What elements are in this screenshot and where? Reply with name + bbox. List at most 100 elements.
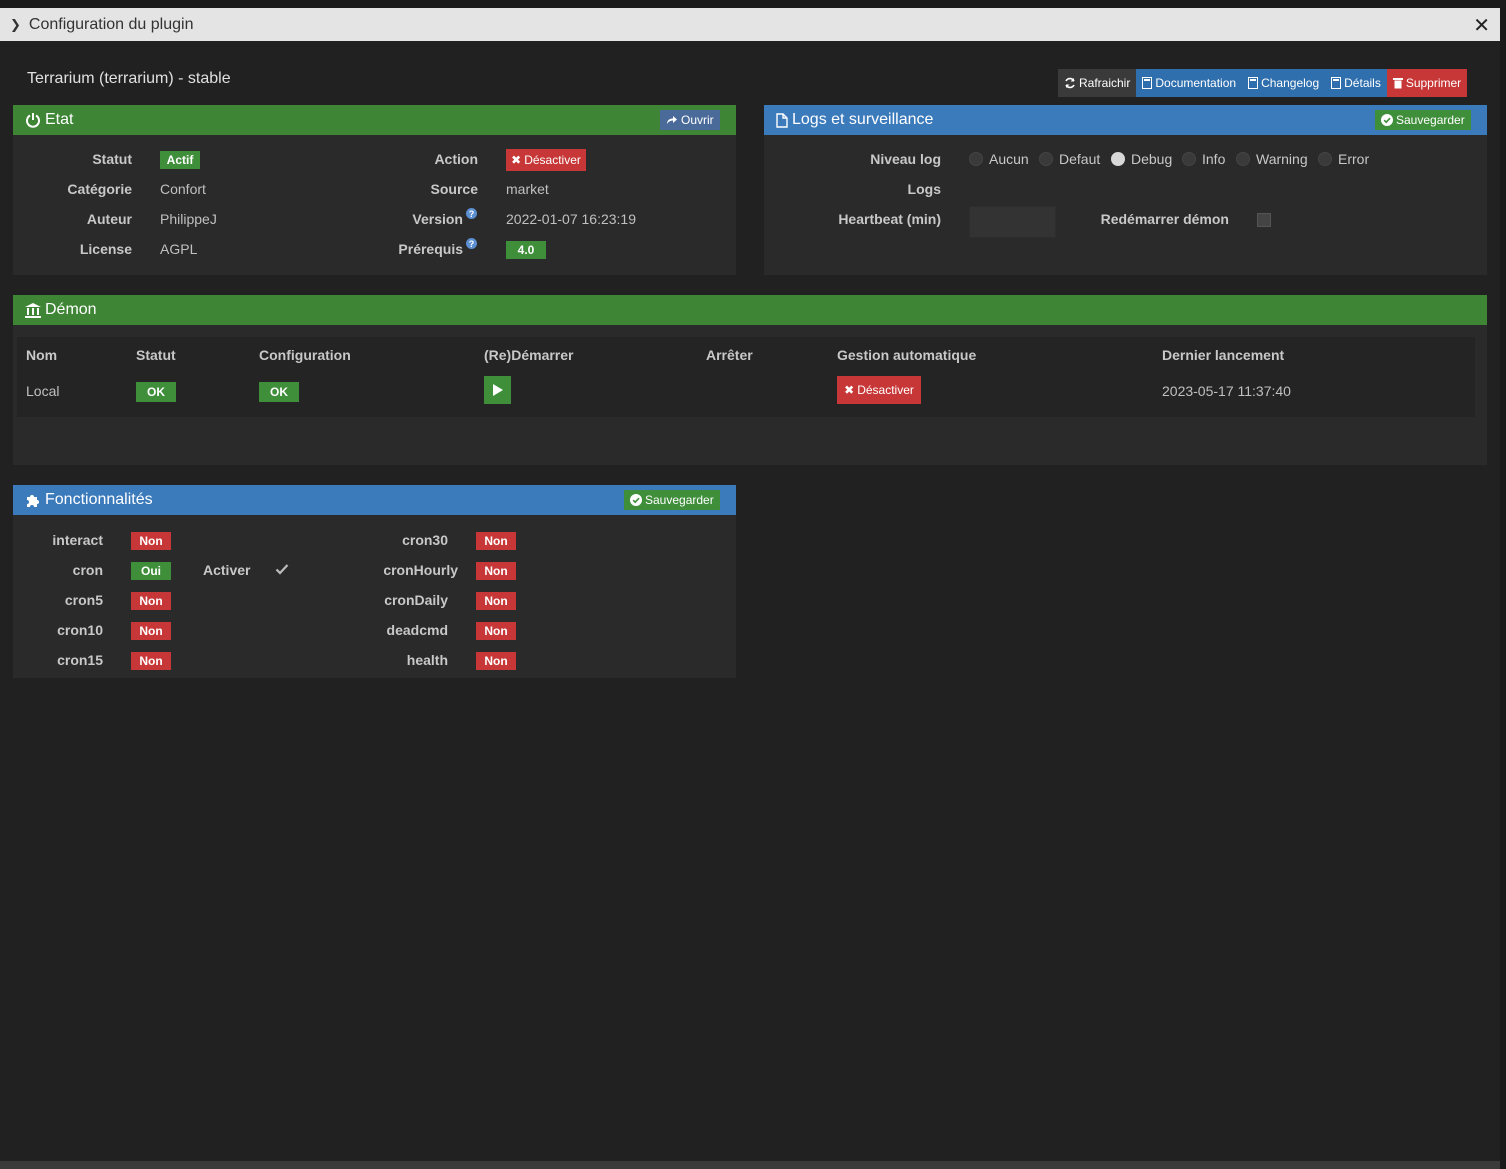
feature-name: deadcmd [386,622,448,638]
refresh-button[interactable]: Rafraichir [1058,69,1137,97]
logs-save-label: Sauvegarder [1396,113,1465,127]
feature-name: cronHourly [383,562,458,578]
demon-config-badge: OK [259,382,299,402]
heartbeat-label: Heartbeat (min) [838,211,941,227]
log-level-label-info: Info [1202,151,1226,167]
demon-auto-disable-label: Désactiver [857,383,914,397]
demon-nom: Local [26,383,60,399]
col-arreter: Arrêter [706,347,753,363]
documentation-button[interactable]: Documentation [1136,69,1243,97]
details-button[interactable]: Détails [1325,69,1387,97]
log-level-label-error: Error [1338,151,1370,167]
feature-status-badge: Non [131,592,171,610]
feature-name: health [406,652,448,668]
etat-panel: Etat Ouvrir Statut Actif Catégorie Confo… [13,105,736,275]
chevron-right-icon[interactable]: ❯ [10,16,21,32]
col-configuration: Configuration [259,347,351,363]
refresh-label: Rafraichir [1079,76,1131,90]
close-icon[interactable]: ✕ [1473,15,1490,37]
plugin-toolbar: Rafraichir Documentation Changelog Détai… [1058,69,1468,97]
radio-icon [1039,152,1053,166]
prerequis-label: Prérequis [398,241,463,257]
feature-status-badge: Non [476,652,516,670]
feature-status-badge: Non [476,622,516,640]
changelog-button[interactable]: Changelog [1242,69,1326,97]
feature-name: interact [52,532,103,548]
feature-name: cron [72,562,103,578]
disable-plugin-button[interactable]: ✖ Désactiver [506,149,586,171]
feature-name: cron10 [57,622,103,638]
demon-statut-badge: OK [136,382,176,402]
radio-icon [1182,152,1196,166]
x-icon: ✖ [511,153,522,167]
bottom-bar [0,1161,1500,1169]
log-level-debug[interactable]: Debug [1111,151,1172,167]
delete-label: Supprimer [1405,76,1462,90]
power-icon [25,112,41,128]
etat-header: Etat Ouvrir [13,105,736,135]
help-icon[interactable]: ? [466,208,477,219]
disable-plugin-label: Désactiver [524,153,581,167]
scrollbar-track[interactable] [1500,8,1506,1169]
source-label: Source [430,181,478,197]
changelog-label: Changelog [1261,76,1320,90]
feature-status-badge: Non [131,532,171,550]
demon-table: Nom Statut Configuration (Re)Démarrer Ar… [17,337,1475,417]
help-icon[interactable]: ? [466,238,477,249]
action-label: Action [434,151,478,167]
x-icon: ✖ [844,383,855,397]
restart-daemon-checkbox[interactable] [1257,213,1271,227]
log-level-label-debug: Debug [1131,151,1173,167]
book-icon [1331,77,1342,89]
demon-auto-disable-button[interactable]: ✖ Désactiver [837,376,921,404]
features-title: Fonctionnalités [45,491,153,508]
refresh-icon [1065,77,1075,89]
logs-title: Logs et surveillance [792,111,934,128]
bank-icon [25,302,41,318]
feature-status-badge: Non [131,652,171,670]
features-header: Fonctionnalités Sauvegarder [13,485,736,515]
demon-start-button[interactable] [484,376,511,404]
log-level-label-warning: Warning [1256,151,1308,167]
heartbeat-input[interactable] [969,206,1056,238]
details-label: Détails [1344,76,1381,90]
version-value: 2022-01-07 16:23:19 [506,211,636,227]
activer-checkbox[interactable] [275,562,289,576]
delete-button[interactable]: Supprimer [1386,69,1468,97]
file-icon [776,112,788,128]
demon-header: Démon [13,295,1487,325]
features-save-label: Sauvegarder [645,493,714,507]
feature-name: cron15 [57,652,103,668]
logs-save-button[interactable]: Sauvegarder [1375,110,1471,130]
plugin-title: Terrarium (terrarium) - stable [27,70,231,87]
feature-name: cron5 [64,592,103,608]
etat-title: Etat [45,111,74,128]
demon-last-launch: 2023-05-17 11:37:40 [1162,383,1291,399]
col-nom: Nom [26,347,58,363]
radio-icon [1318,152,1332,166]
log-level-defaut[interactable]: Defaut [1039,151,1100,167]
puzzle-icon [25,492,41,508]
license-value: AGPL [160,241,198,257]
log-level-info[interactable]: Info [1182,151,1225,167]
features-save-button[interactable]: Sauvegarder [624,490,720,510]
feature-status-badge: Oui [131,562,171,580]
activer-label: Activer [203,562,251,578]
auteur-label: Auteur [86,211,132,227]
play-icon [492,384,503,396]
radio-icon [1236,152,1250,166]
auteur-value: PhilippeJ [160,211,217,227]
open-button[interactable]: Ouvrir [660,110,720,130]
source-value: market [506,181,549,197]
log-level-warning[interactable]: Warning [1236,151,1308,167]
check-icon [275,564,289,575]
prerequis-badge: 4.0 [506,241,546,259]
log-level-label-defaut: Defaut [1059,151,1101,167]
log-level-label: Niveau log [870,151,941,167]
feature-status-badge: Non [476,592,516,610]
feature-status-badge: Non [131,622,171,640]
demon-title: Démon [45,301,97,318]
log-level-error[interactable]: Error [1318,151,1369,167]
log-level-aucun[interactable]: Aucun [969,151,1029,167]
statut-badge: Actif [160,151,200,169]
